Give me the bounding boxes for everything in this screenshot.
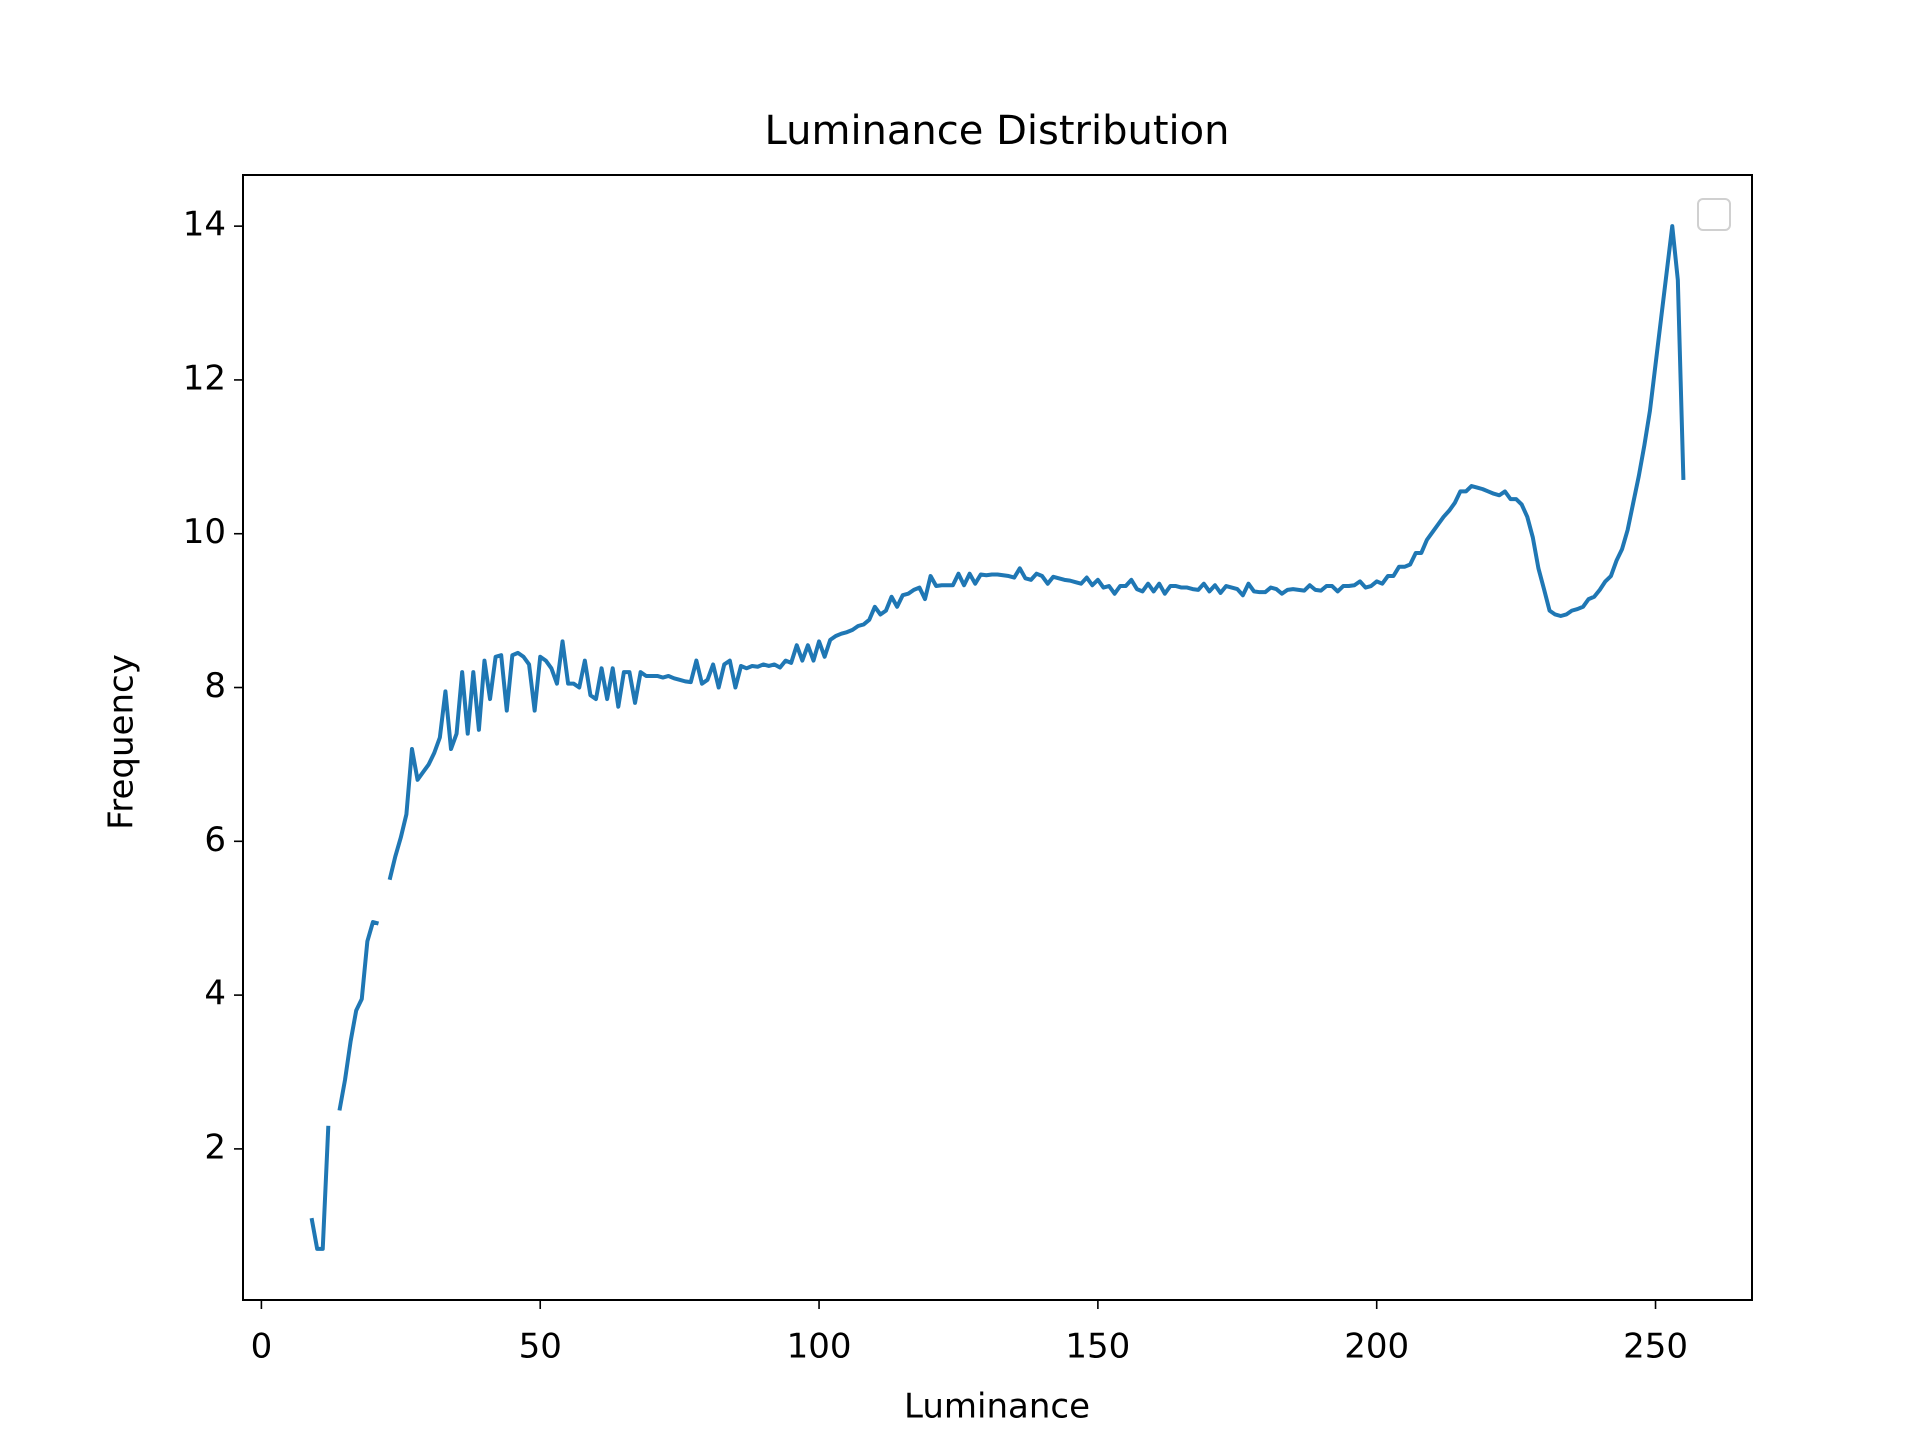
y-tick-label: 14 — [183, 205, 226, 245]
y-tick-label: 4 — [204, 974, 226, 1014]
y-tick-label: 8 — [204, 666, 226, 706]
y-tick-label: 2 — [204, 1127, 226, 1167]
y-axis-label: Frequency — [102, 654, 142, 830]
y-tick-label: 6 — [204, 820, 226, 860]
chart-title: Luminance Distribution — [765, 108, 1230, 154]
y-tick-label: 12 — [183, 358, 226, 398]
y-tick-label: 10 — [183, 512, 226, 552]
data-line — [309, 224, 1686, 1251]
x-tick-label: 0 — [251, 1327, 273, 1367]
x-tick-label: 50 — [519, 1327, 562, 1367]
x-tick-label: 250 — [1623, 1327, 1688, 1367]
legend-box — [1697, 198, 1731, 231]
plot-frame — [242, 174, 1753, 1301]
x-tick-label: 200 — [1344, 1327, 1409, 1367]
x-tick-label: 100 — [787, 1327, 852, 1367]
x-axis-label: Luminance — [904, 1387, 1090, 1427]
x-tick-label: 150 — [1065, 1327, 1130, 1367]
